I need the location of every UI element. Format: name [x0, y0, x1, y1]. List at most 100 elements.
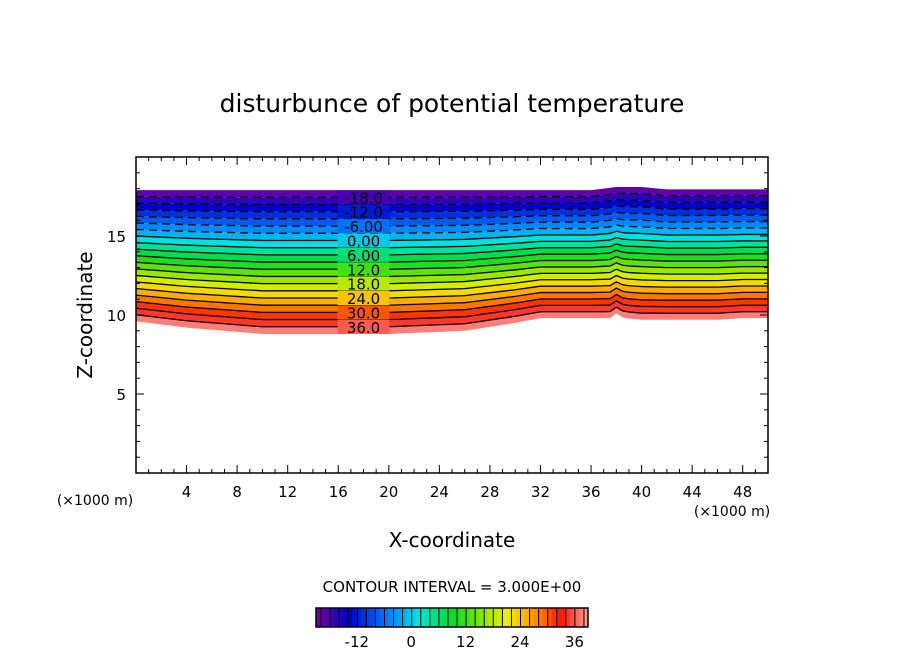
colorbar-cell: [483, 608, 489, 627]
colorbar-cell: [533, 608, 539, 627]
colorbar-cell: [429, 608, 435, 627]
contour-label-bg: [337, 219, 390, 234]
contour-labels: -18.0-12.0-6.000.006.0012.018.024.030.03…: [337, 189, 390, 337]
contour-band: [136, 231, 768, 248]
contour-line: [135, 199, 768, 206]
colorbar-cell: [565, 608, 571, 627]
contour-band: [136, 199, 768, 212]
x-tick-label: 40: [632, 483, 651, 501]
contour-line: [135, 262, 768, 278]
colorbar-cell: [488, 608, 494, 627]
colorbar-cell: [574, 608, 580, 627]
colorbar-cell: [320, 608, 326, 627]
colorbar-cell: [447, 608, 453, 627]
contour-label-bg: [337, 305, 390, 320]
colorbar-tick-label: -12: [345, 633, 370, 651]
contour-band: [136, 243, 768, 263]
x-tick-label: 24: [430, 483, 449, 501]
colorbar-cell: [420, 608, 426, 627]
colorbar-cell: [325, 608, 330, 627]
y-tick-label: 15: [107, 228, 126, 246]
colorbar-cell: [442, 608, 448, 627]
x-tick-label: 20: [379, 483, 398, 501]
contour-interval-text: CONTOUR INTERVAL = 3.000E+00: [323, 578, 582, 596]
colorbar-cell: [347, 608, 353, 627]
x-tick-label: 32: [531, 483, 550, 501]
y-axis-label: Z-coordinate: [73, 251, 97, 378]
contour-band: [136, 281, 768, 306]
x-tick-label: 36: [581, 483, 600, 501]
contour-label-bg: [337, 233, 390, 248]
x-tick-label: 48: [733, 483, 752, 501]
chart-title: disturbunce of potential temperature: [220, 89, 685, 118]
x-tick-label: 12: [278, 483, 297, 501]
colorbar-cell: [461, 608, 466, 627]
contour-label-bg: [337, 262, 390, 277]
x-tick-label: 44: [683, 483, 702, 501]
contour-label-bg: [337, 204, 390, 219]
contour-label-bg: [337, 276, 390, 291]
contour-line: [135, 306, 768, 328]
colorbar-cell: [529, 608, 534, 627]
colorbar-cell: [583, 608, 589, 627]
y-unit-label: (×1000 m): [57, 493, 133, 509]
colorbar-cell: [479, 608, 485, 627]
contour-line: [135, 224, 768, 234]
colorbar-tick-label: 0: [406, 633, 416, 651]
x-tick-label: 4: [182, 483, 192, 501]
colorbar-cell: [316, 608, 321, 627]
colorbar-cell: [538, 608, 543, 627]
contour-label-bg: [337, 291, 390, 306]
contour-label-bg: [337, 190, 390, 205]
colorbar-tick-label: 12: [456, 633, 475, 651]
contour-band: [136, 212, 768, 227]
colorbar-cell: [379, 608, 385, 627]
contour-band: [136, 300, 768, 327]
colorbar-cell: [456, 608, 462, 627]
colorbar-cell: [506, 608, 512, 627]
colorbar-cell: [524, 608, 530, 627]
colorbar-cell: [329, 608, 335, 627]
contour-band: [136, 275, 768, 299]
colorbar-cell: [433, 608, 439, 627]
contour-band: [136, 262, 768, 284]
contour-band: [136, 237, 768, 255]
x-axis-label: X-coordinate: [389, 528, 516, 552]
colorbar-cell: [569, 608, 575, 627]
contour-label: 30.0: [347, 304, 380, 322]
colorbar-cell: [556, 608, 562, 627]
contour-line: [135, 236, 768, 249]
contour-line: [135, 205, 768, 213]
y-tick-label: 10: [107, 307, 126, 325]
colorbar-cell: [547, 608, 553, 627]
contour-label: 24.0: [347, 290, 380, 308]
contour-line: [135, 287, 768, 306]
colorbar-cell: [406, 608, 412, 627]
contour-label: -12.0: [344, 204, 383, 222]
colorbar-cell: [365, 608, 371, 627]
colorbar-cell: [551, 608, 557, 627]
colorbar-cell: [497, 608, 503, 627]
colorbar-cell: [388, 608, 394, 627]
colorbar-cell: [515, 608, 521, 627]
contour-line: [135, 255, 768, 270]
contour-band: [136, 250, 768, 270]
colorbar-cell: [452, 608, 457, 627]
contour-label: 12.0: [347, 261, 380, 279]
x-unit-label: (×1000 m): [694, 504, 770, 520]
contour-line: [135, 217, 768, 227]
y-tick-label: 5: [116, 386, 126, 404]
contour-line: [135, 274, 768, 292]
colorbar-cell: [397, 608, 403, 627]
contour-lines: [135, 192, 768, 328]
colorbar-tick-label: 24: [510, 633, 529, 651]
colorbar-cell: [384, 608, 389, 627]
contour-label-bg: [337, 319, 390, 334]
colorbar-frame: [315, 607, 589, 628]
contour-label: 0.00: [347, 233, 380, 251]
colorbar-cell: [578, 608, 584, 627]
colorbar-cell: [492, 608, 498, 627]
contour-line: [135, 230, 768, 242]
colorbar-cell: [334, 608, 339, 627]
